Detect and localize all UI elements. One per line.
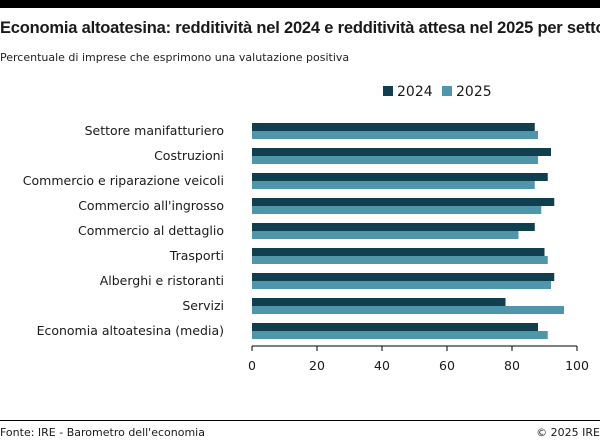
source-note: Fonte: IRE - Barometro dell'economia <box>0 426 205 439</box>
bar-2025-7 <box>252 281 551 289</box>
legend-swatch-2024 <box>383 86 393 96</box>
x-tick-label-40: 40 <box>374 358 390 370</box>
category-label-3: Commercio e riparazione veicoli <box>23 173 224 188</box>
bar-2024-2 <box>252 148 551 156</box>
category-label-6: Trasporti <box>169 248 224 263</box>
bar-2024-6 <box>252 248 545 256</box>
chart-title: Economia altoatesina: redditività nel 20… <box>0 19 600 37</box>
x-tick-label-20: 20 <box>309 358 325 370</box>
bar-2024-8 <box>252 298 506 306</box>
bar-chart: 2024 2025 Settore manifatturiero Costruzion… <box>23 84 589 370</box>
bar-2024-4 <box>252 198 555 206</box>
bar-2024-9 <box>252 323 538 331</box>
bar-2025-9 <box>252 331 548 339</box>
x-tick-label-60: 60 <box>439 358 455 370</box>
x-tick-label-100: 100 <box>565 358 589 370</box>
bar-2024-3 <box>252 173 548 181</box>
bar-2025-5 <box>252 231 519 239</box>
category-label-4: Commercio all'ingrosso <box>78 198 224 213</box>
legend-swatch-2025 <box>442 86 452 96</box>
legend-label-2025: 2025 <box>456 84 492 100</box>
bar-2024-7 <box>252 273 555 281</box>
legend-label-2024: 2024 <box>397 84 433 100</box>
bar-2025-4 <box>252 206 542 214</box>
bar-2025-1 <box>252 131 538 139</box>
category-label-9: Economia altoatesina (media) <box>37 323 224 338</box>
copyright-note: © 2025 IRE <box>536 426 600 439</box>
bar-2025-3 <box>252 181 535 189</box>
category-label-7: Alberghi e ristoranti <box>100 273 224 288</box>
bar-2024-5 <box>252 223 535 231</box>
category-label-2: Costruzioni <box>154 148 224 163</box>
category-label-5: Commercio al dettaglio <box>78 223 224 238</box>
bar-2025-2 <box>252 156 538 164</box>
top-rule <box>0 0 600 8</box>
category-label-1: Settore manifatturiero <box>85 123 224 138</box>
x-tick-label-80: 80 <box>504 358 520 370</box>
category-label-8: Servizi <box>182 298 224 313</box>
bar-2024-1 <box>252 123 535 131</box>
chart-subtitle: Percentuale di imprese che esprimono una… <box>0 51 350 64</box>
bar-2025-8 <box>252 306 564 314</box>
bottom-rule <box>0 420 600 421</box>
x-tick-label-0: 0 <box>248 358 256 370</box>
bar-2025-6 <box>252 256 548 264</box>
